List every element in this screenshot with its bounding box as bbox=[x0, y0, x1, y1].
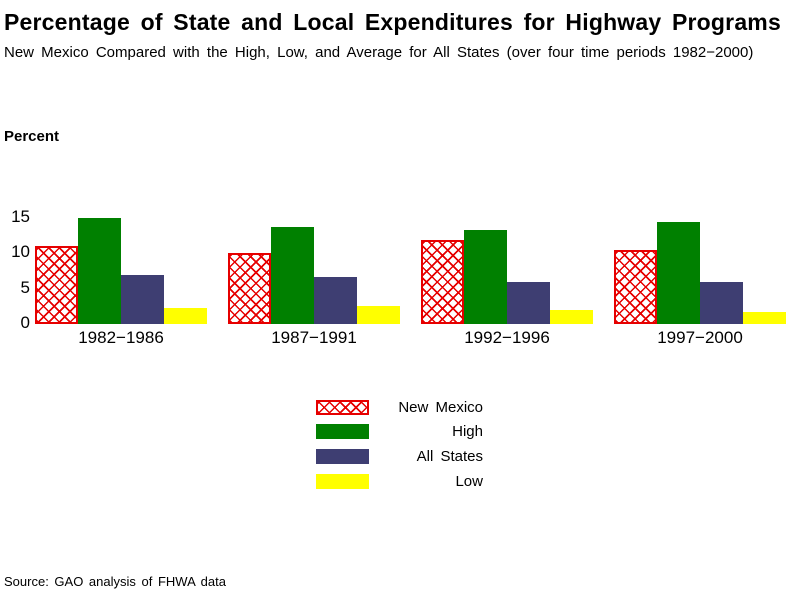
page-title: Percentage of State and Local Expenditur… bbox=[4, 9, 781, 35]
legend-row-all-states: All States bbox=[316, 448, 483, 465]
bar-high-1982−1986 bbox=[78, 218, 121, 324]
legend-row-new-mexico: New Mexico bbox=[316, 399, 483, 416]
bar-new-mexico-1982−1986 bbox=[35, 246, 78, 324]
legend: New Mexico High All States Low bbox=[316, 399, 486, 494]
legend-label-high: High bbox=[452, 423, 483, 440]
bar-high-1997−2000 bbox=[657, 222, 700, 324]
x-label-1992−1996: 1992−1996 bbox=[464, 328, 550, 347]
bar-low-1982−1986 bbox=[164, 308, 207, 324]
y-tick-0: 0 bbox=[20, 313, 30, 332]
x-label-1997−2000: 1997−2000 bbox=[657, 328, 743, 347]
bar-all-states-1987−1991 bbox=[314, 277, 357, 324]
legend-label-low: Low bbox=[455, 473, 483, 490]
legend-swatch-new-mexico bbox=[316, 400, 369, 415]
bar-new-mexico-1987−1991 bbox=[228, 253, 271, 324]
page-subtitle: New Mexico Compared with the High, Low, … bbox=[4, 44, 754, 61]
bar-all-states-1997−2000 bbox=[700, 282, 743, 324]
bar-new-mexico-1992−1996 bbox=[421, 240, 464, 324]
y-axis-title: Percent bbox=[4, 128, 60, 145]
bar-low-1997−2000 bbox=[743, 312, 786, 324]
y-tick-5: 5 bbox=[20, 277, 30, 297]
bar-high-1987−1991 bbox=[271, 227, 314, 324]
legend-row-high: High bbox=[316, 423, 483, 440]
bar-all-states-1982−1986 bbox=[121, 275, 164, 324]
bar-all-states-1992−1996 bbox=[507, 282, 550, 324]
legend-swatch-high bbox=[316, 424, 369, 439]
bar-high-1992−1996 bbox=[464, 230, 507, 324]
bar-low-1987−1991 bbox=[357, 306, 400, 324]
y-tick-10: 10 bbox=[11, 242, 30, 262]
x-label-1982−1986: 1982−1986 bbox=[78, 328, 164, 347]
source-text: Source: GAO analysis of FHWA data bbox=[4, 574, 226, 589]
bar-new-mexico-1997−2000 bbox=[614, 250, 657, 324]
legend-swatch-all-states bbox=[316, 449, 369, 464]
y-tick-15: 15 bbox=[11, 206, 30, 226]
legend-row-low: Low bbox=[316, 473, 483, 490]
legend-label-new-mexico: New Mexico bbox=[398, 399, 483, 416]
legend-swatch-low bbox=[316, 474, 369, 489]
x-label-1987−1991: 1987−1991 bbox=[271, 328, 357, 347]
bar-low-1992−1996 bbox=[550, 310, 593, 324]
legend-label-all-states: All States bbox=[416, 448, 483, 465]
